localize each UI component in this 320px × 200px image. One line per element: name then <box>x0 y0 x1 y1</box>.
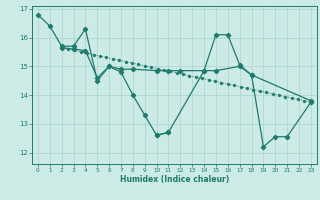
X-axis label: Humidex (Indice chaleur): Humidex (Indice chaleur) <box>120 175 229 184</box>
